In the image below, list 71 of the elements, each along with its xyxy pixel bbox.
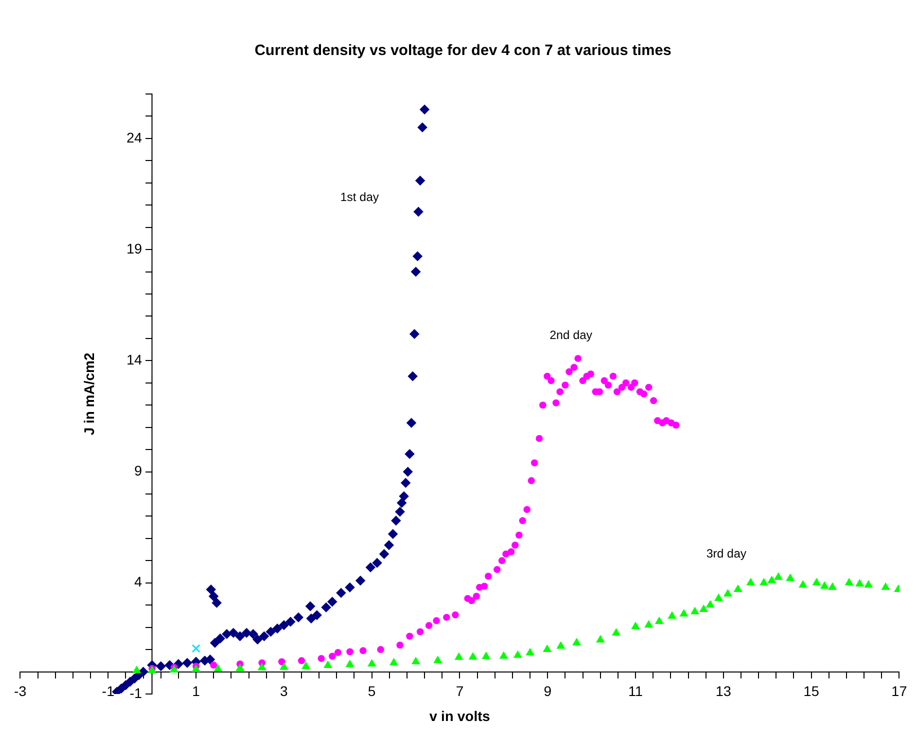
point — [280, 662, 288, 670]
x-tick-label: 3 — [280, 683, 288, 700]
point — [820, 581, 829, 589]
point — [706, 600, 715, 608]
point — [367, 659, 376, 666]
point — [644, 620, 654, 628]
x-tick-label: 17 — [891, 683, 908, 700]
point — [302, 661, 310, 669]
x-axis-title: v in volts — [429, 708, 490, 724]
y-tick-label: 9 — [134, 462, 142, 479]
point — [258, 662, 266, 670]
point — [668, 611, 676, 619]
point — [680, 609, 688, 616]
point — [433, 656, 442, 664]
y-axis-title: J in mA/cm2 — [80, 352, 97, 436]
x-tick-label: -3 — [14, 683, 27, 700]
point — [482, 652, 490, 660]
chart-title: Current density vs voltage for dev 4 con 7 at various times — [254, 42, 672, 60]
point — [631, 622, 640, 630]
point — [526, 648, 534, 656]
point — [855, 579, 864, 586]
point — [690, 606, 700, 614]
point — [556, 641, 566, 649]
x-tick-label: 5 — [368, 683, 376, 700]
x-tick-label: 13 — [716, 683, 732, 700]
x-tick-label: 15 — [804, 683, 820, 700]
series-label: 2nd day — [550, 328, 592, 342]
point — [468, 652, 478, 660]
point — [132, 666, 142, 674]
x-tick-label: 9 — [544, 683, 552, 700]
point — [192, 664, 200, 672]
point — [513, 650, 522, 658]
point — [192, 644, 200, 653]
y-tick-label: 14 — [126, 352, 142, 368]
point — [798, 580, 808, 588]
y-tick-label: 24 — [126, 129, 142, 146]
point — [389, 658, 398, 666]
x-tick-label: 1 — [192, 683, 200, 700]
series-label: 3rd day — [706, 546, 746, 561]
point — [411, 656, 420, 664]
point — [864, 580, 873, 588]
point — [812, 578, 821, 586]
point — [214, 664, 222, 672]
point — [760, 578, 768, 586]
point — [454, 652, 464, 660]
x-tick-label: -1 — [102, 683, 115, 700]
point — [236, 663, 244, 671]
point — [714, 593, 723, 601]
point — [612, 628, 621, 636]
point — [881, 582, 890, 590]
point — [699, 604, 708, 612]
x-tick-label: 11 — [628, 683, 643, 700]
point — [654, 616, 664, 624]
point — [723, 589, 732, 596]
point — [767, 576, 776, 584]
y-tick-label: 19 — [126, 240, 142, 256]
point — [786, 573, 795, 581]
point — [499, 651, 508, 659]
x-tick-label: 7 — [456, 683, 464, 700]
point — [844, 578, 854, 586]
point — [596, 635, 605, 642]
y-tick-label: 4 — [134, 574, 142, 590]
point — [828, 582, 837, 590]
point — [324, 660, 332, 668]
point — [346, 660, 354, 668]
point — [774, 572, 783, 580]
point — [746, 578, 755, 586]
point — [542, 644, 552, 652]
point — [734, 584, 742, 592]
point — [572, 638, 581, 646]
text: 1st day — [340, 190, 379, 204]
